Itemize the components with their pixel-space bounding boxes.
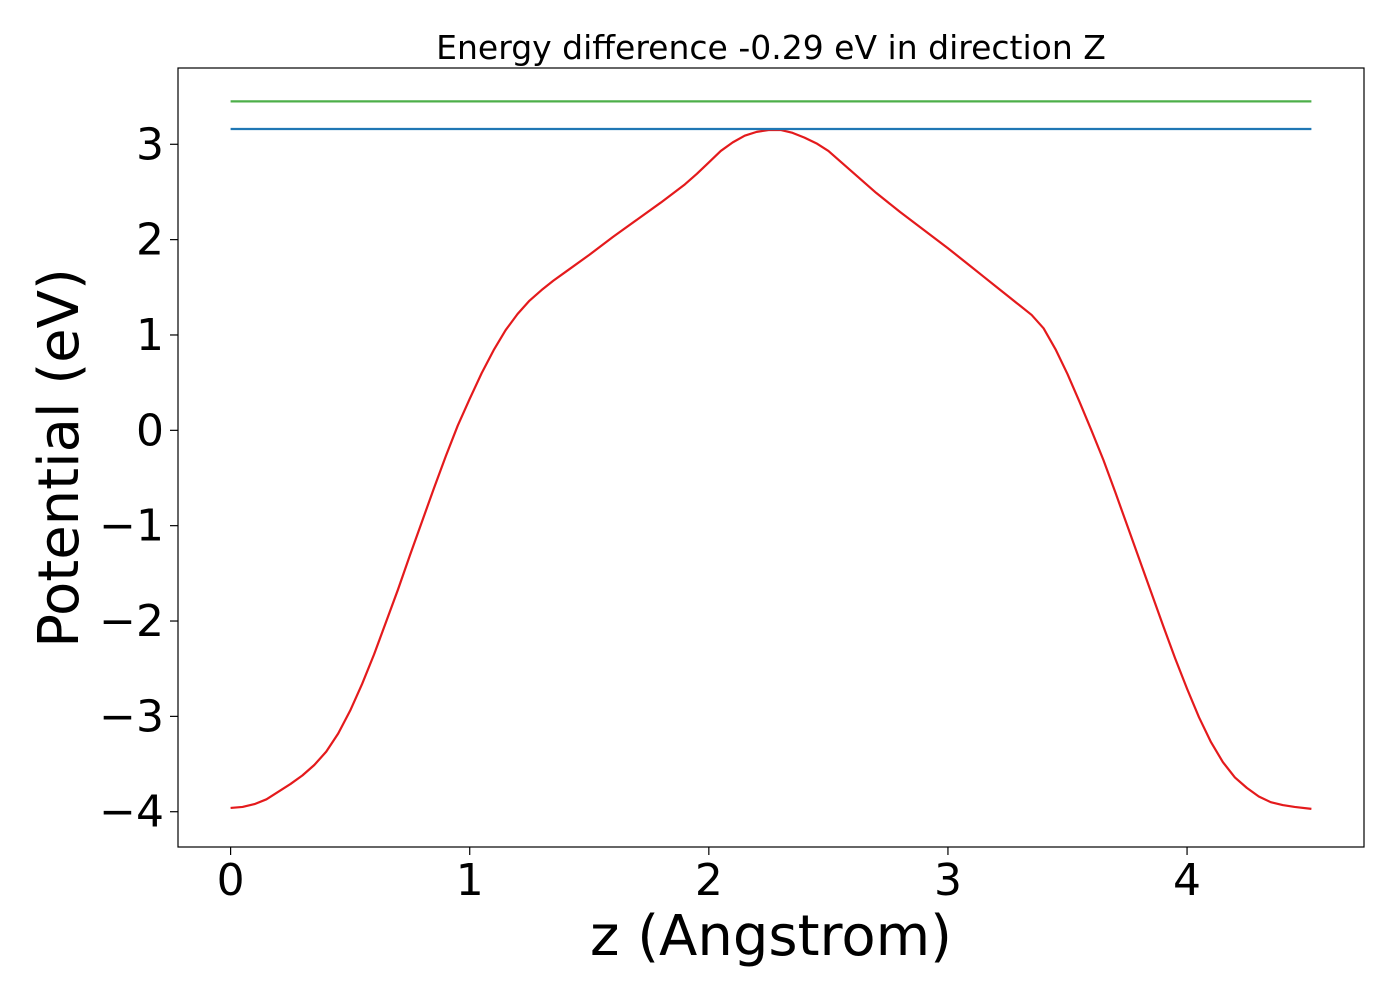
x-tick-label: 0: [217, 855, 245, 906]
y-tick-label: 0: [136, 405, 164, 456]
series-line-1: [230, 128, 1312, 810]
y-tick-label: −4: [99, 787, 164, 838]
x-tick-label: 2: [695, 855, 723, 906]
y-axis-label: Potential (eV): [27, 268, 92, 648]
y-tick-label: −2: [99, 596, 164, 647]
y-tick-label: 3: [136, 119, 164, 170]
y-tick-label: −1: [99, 501, 164, 552]
series-layer: [230, 100, 1312, 810]
plot-frame: [177, 67, 1365, 848]
y-tick-label: 2: [136, 215, 164, 266]
chart-title: Energy difference -0.29 eV in direction …: [436, 28, 1106, 67]
y-axis-ticks: −4 −3 −2 −1 0 1 2 3: [99, 119, 178, 838]
x-tick-label: 1: [456, 855, 484, 906]
x-axis-ticks: 0 1 2 3 4: [217, 847, 1201, 906]
x-tick-label: 4: [1173, 855, 1201, 906]
x-tick-label: 3: [934, 855, 962, 906]
x-axis-label: z (Angstrom): [590, 904, 952, 969]
y-tick-label: 1: [136, 310, 164, 361]
y-tick-label: −3: [99, 691, 164, 742]
